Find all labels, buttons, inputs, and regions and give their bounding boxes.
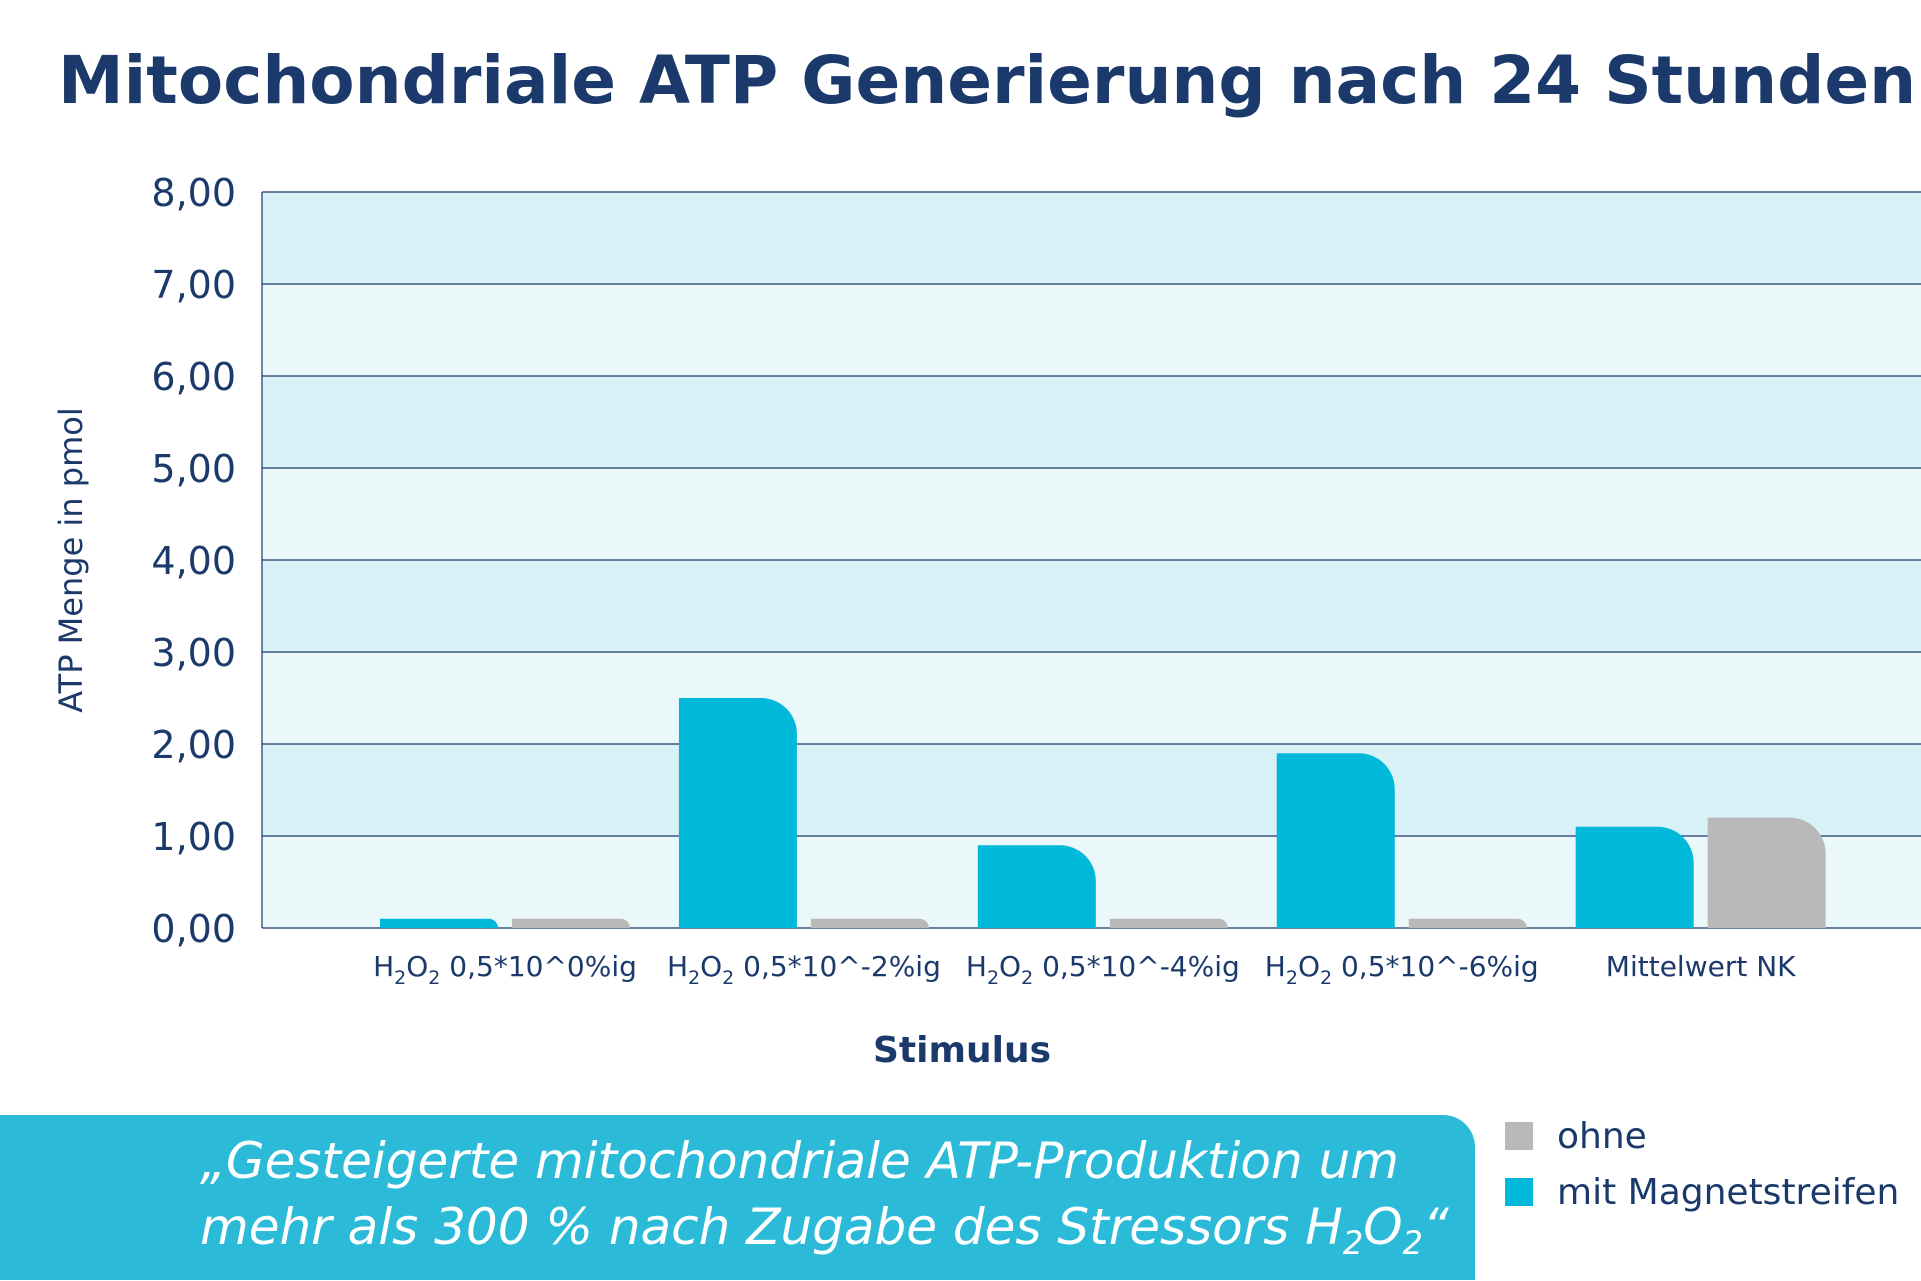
y-tick-label: 8,00 bbox=[151, 171, 236, 215]
y-tick-label: 2,00 bbox=[151, 723, 236, 767]
x-tick-label: H2O2 0,5*10^-2%ig bbox=[667, 950, 941, 989]
y-tick-label: 6,00 bbox=[151, 355, 236, 399]
legend-label-ohne: ohne bbox=[1557, 1115, 1647, 1157]
x-tick-label: Mittelwert NK bbox=[1606, 950, 1796, 983]
quote-text: “ bbox=[1422, 1198, 1449, 1256]
bar-ohne bbox=[810, 918, 929, 928]
bar-ohne bbox=[1408, 918, 1527, 928]
quote-text: mehr als 300 % nach Zugabe des Stressors… bbox=[200, 1198, 1343, 1256]
bars bbox=[380, 698, 1826, 928]
y-axis-label: ATP Menge in pmol bbox=[52, 407, 90, 712]
plot-band bbox=[262, 376, 1921, 468]
chart-title: Mitochondriale ATP Generierung nach 24 S… bbox=[58, 42, 1917, 119]
bar-ohne bbox=[512, 918, 630, 928]
bar-mit-magnetstreifen bbox=[977, 845, 1096, 928]
x-axis-ticks: H2O2 0,5*10^0%ig H2O2 0,5*10^-2%ig H2O2 0,… bbox=[373, 950, 1796, 989]
x-tick-label: H2O2 0,5*10^0%ig bbox=[373, 950, 637, 989]
plot-band bbox=[262, 192, 1921, 284]
legend-label-mit-magnetstreifen: mit Magnetstreifen bbox=[1557, 1171, 1900, 1213]
banner-quote-line-2: mehr als 300 % nach Zugabe des Stressors… bbox=[200, 1194, 1449, 1260]
bar-mit-magnetstreifen bbox=[380, 918, 498, 928]
y-tick-label: 7,00 bbox=[151, 263, 236, 307]
legend-item-mit-magnetstreifen: mit Magnetstreifen bbox=[1505, 1164, 1899, 1220]
bar-chart: 0,00 1,00 2,00 3,00 4,00 5,00 6,00 7,00 8,00 H2O… bbox=[52, 171, 1921, 1071]
y-tick-label: 1,00 bbox=[151, 815, 236, 859]
y-tick-label: 0,00 bbox=[151, 907, 236, 951]
plot-band bbox=[262, 652, 1921, 744]
plot-band bbox=[262, 744, 1921, 836]
legend-swatch-ohne bbox=[1505, 1122, 1533, 1150]
quote-subscript: 2 bbox=[1402, 1224, 1423, 1262]
plot-band bbox=[262, 284, 1921, 376]
x-tick-label: H2O2 0,5*10^-6%ig bbox=[1265, 950, 1539, 989]
plot-band bbox=[262, 560, 1921, 652]
x-tick-label: H2O2 0,5*10^-4%ig bbox=[966, 950, 1240, 989]
quote-subscript: 2 bbox=[1342, 1224, 1364, 1262]
legend: ohne mit Magnetstreifen bbox=[1505, 1108, 1899, 1220]
bar-mit-magnetstreifen bbox=[678, 698, 797, 928]
y-tick-label: 4,00 bbox=[151, 539, 236, 583]
y-tick-label: 5,00 bbox=[151, 447, 236, 491]
banner-quote-line-1: „Gesteigerte mitochondriale ATP-Produkti… bbox=[200, 1132, 1399, 1190]
x-axis-label: Stimulus bbox=[873, 1030, 1051, 1071]
legend-swatch-mit-magnetstreifen bbox=[1505, 1178, 1533, 1206]
y-tick-label: 3,00 bbox=[151, 631, 236, 675]
bar-ohne bbox=[1707, 817, 1826, 928]
banner-quote: „Gesteigerte mitochondriale ATP-Produkti… bbox=[200, 1128, 1449, 1260]
legend-item-ohne: ohne bbox=[1505, 1108, 1899, 1164]
y-axis-ticks: 0,00 1,00 2,00 3,00 4,00 5,00 6,00 7,00 8,00 bbox=[151, 171, 236, 951]
bar-mit-magnetstreifen bbox=[1276, 753, 1395, 928]
plot-band bbox=[262, 468, 1921, 560]
quote-text: O bbox=[1363, 1198, 1403, 1256]
bar-mit-magnetstreifen bbox=[1575, 826, 1694, 928]
bar-ohne bbox=[1109, 918, 1228, 928]
highlight-banner bbox=[0, 1115, 1475, 1280]
